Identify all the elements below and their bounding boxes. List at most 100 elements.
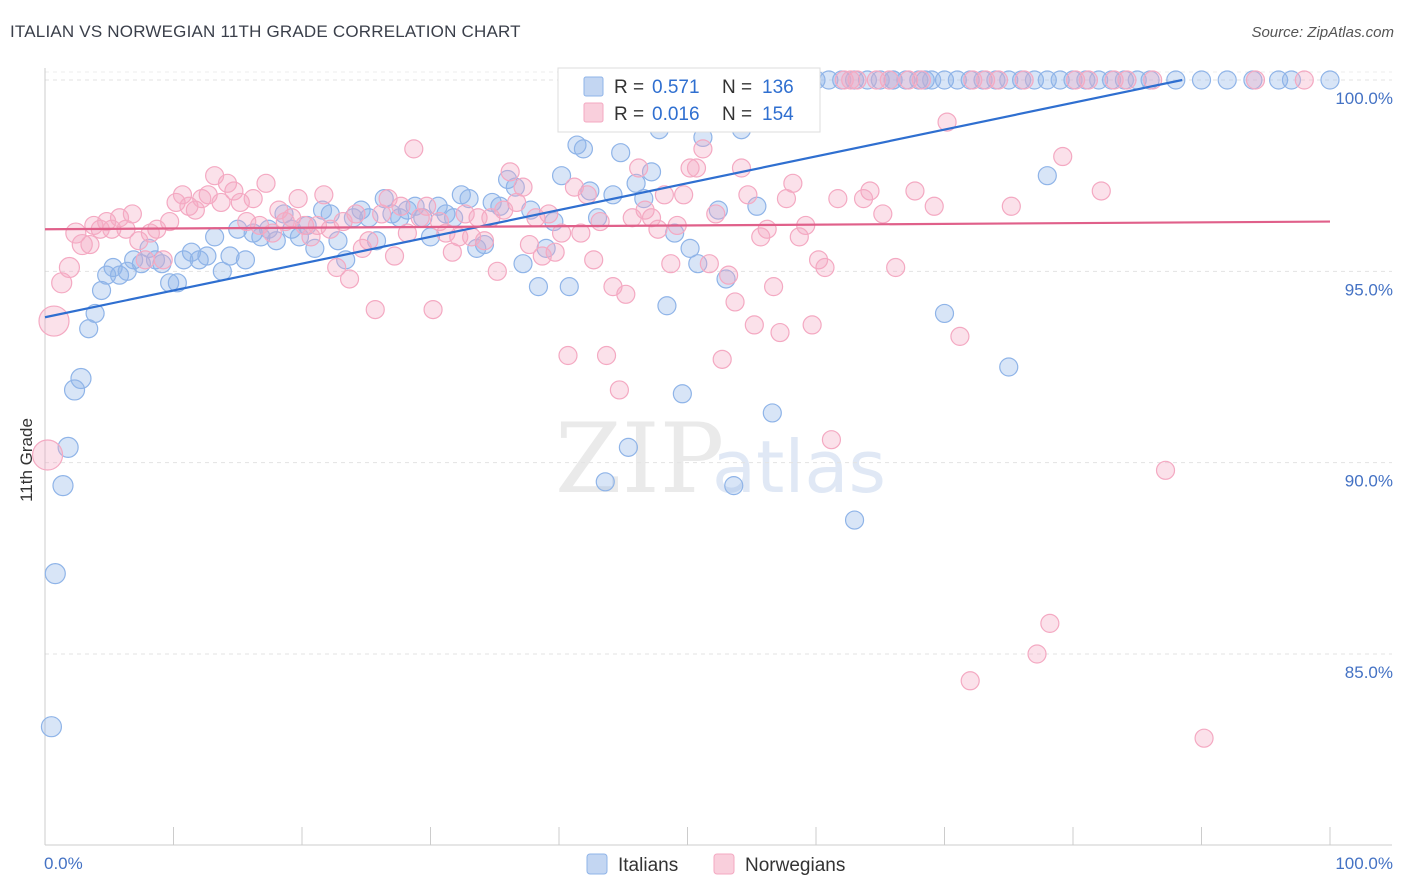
norwegian-point-122 <box>821 430 842 450</box>
norwegian-point-132 <box>886 257 906 278</box>
italian-point-20 <box>174 250 194 270</box>
watermark: ZIP atlas <box>555 403 886 515</box>
norwegian-point-5 <box>71 233 93 256</box>
series-norwegians-points <box>31 70 1314 748</box>
legend-n-label-italians: N = <box>722 77 752 98</box>
norwegian-point-3 <box>58 256 81 279</box>
norwegian-point-77 <box>532 246 552 266</box>
norwegian-point-11 <box>109 208 130 228</box>
italian-point-124 <box>1191 70 1212 90</box>
italian-point-43 <box>351 200 371 220</box>
norwegian-point-89 <box>609 380 629 400</box>
italian-point-130 <box>844 510 865 530</box>
watermark-zip: ZIP <box>555 403 724 515</box>
italian-point-0 <box>40 716 63 738</box>
italian-point-63 <box>505 177 525 197</box>
italian-point-86 <box>680 238 700 258</box>
italian-point-133 <box>1037 166 1057 186</box>
italian-point-125 <box>1217 70 1237 90</box>
norwegian-point-51 <box>365 300 385 320</box>
norwegian-point-117 <box>789 227 809 247</box>
norwegian-point-75 <box>519 234 540 255</box>
italian-point-79 <box>626 173 646 193</box>
norwegian-point-119 <box>802 315 822 335</box>
norwegian-point-45 <box>327 257 347 278</box>
legend-r-label-norwegians: R = <box>614 104 644 125</box>
norwegian-point-57 <box>404 139 424 159</box>
italian-point-70 <box>559 277 579 297</box>
italian-point-64 <box>513 254 533 274</box>
norwegian-point-120 <box>808 250 829 270</box>
legend-r-label-italians: R = <box>614 77 644 98</box>
norwegian-point-96 <box>654 185 674 205</box>
norwegian-point-55 <box>391 196 411 216</box>
norwegian-point-97 <box>661 254 681 274</box>
norwegian-point-131 <box>879 70 899 90</box>
italian-point-134 <box>1024 70 1045 90</box>
italian-point-78 <box>618 437 638 457</box>
y-tick-label-2: 90.0% <box>1345 472 1393 491</box>
italian-point-28 <box>235 250 256 270</box>
norwegian-point-2 <box>51 272 73 294</box>
norwegian-point-144 <box>1027 644 1047 664</box>
norwegian-point-121 <box>815 257 835 278</box>
norwegian-point-93 <box>635 200 655 220</box>
norwegian-point-70 <box>487 261 507 281</box>
italian-point-2 <box>52 475 74 497</box>
italian-point-40 <box>328 231 348 251</box>
legend-r-value-norwegians: 0.016 <box>652 104 700 125</box>
italian-point-123 <box>1166 70 1186 90</box>
norwegian-point-14 <box>129 231 149 251</box>
norwegian-point-137 <box>937 112 957 132</box>
norwegian-point-154 <box>1194 728 1214 748</box>
norwegian-point-100 <box>680 158 700 178</box>
legend-swatch-norwegians <box>583 102 604 123</box>
norwegian-point-31 <box>237 211 257 232</box>
italian-point-83 <box>657 296 677 316</box>
norwegian-point-84 <box>577 185 597 205</box>
norwegian-point-92 <box>629 158 649 178</box>
norwegian-point-151 <box>1117 70 1137 90</box>
norwegian-point-34 <box>256 173 276 193</box>
norwegian-point-72 <box>500 162 520 182</box>
norwegian-point-123 <box>828 189 848 209</box>
italian-point-37 <box>305 238 325 258</box>
italian-point-131 <box>934 303 955 324</box>
norwegian-point-94 <box>641 208 662 228</box>
norwegian-point-54 <box>384 246 405 266</box>
norwegian-point-29 <box>224 181 244 201</box>
italian-point-53 <box>428 196 448 216</box>
norwegian-point-136 <box>924 196 944 216</box>
norwegian-point-99 <box>674 185 694 205</box>
norwegian-point-39 <box>288 189 308 209</box>
legend-n-value-norwegians: 154 <box>762 104 794 125</box>
norwegian-point-65 <box>455 204 475 224</box>
norwegian-point-0 <box>31 439 64 471</box>
norwegian-point-127 <box>853 189 874 209</box>
italian-trend-line <box>44 78 1183 319</box>
norwegian-point-113 <box>763 277 784 297</box>
chart-source: Source: ZipAtlas.com <box>1251 24 1394 41</box>
norwegian-point-20 <box>166 192 186 213</box>
norwegian-point-68 <box>474 231 495 251</box>
norwegian-point-95 <box>648 219 668 239</box>
norwegian-point-130 <box>873 204 893 224</box>
norwegian-point-110 <box>744 315 764 335</box>
italian-point-69 <box>551 166 572 186</box>
italian-point-92 <box>724 476 744 496</box>
norwegian-point-109 <box>738 185 758 205</box>
norwegian-point-101 <box>686 158 707 178</box>
norwegian-point-42 <box>307 215 328 236</box>
italian-point-23 <box>197 246 217 266</box>
italian-point-26 <box>220 246 240 266</box>
norwegian-point-102 <box>693 139 713 159</box>
stats-legend: R = 0.571 N = 136 R = 0.016 N = 154 <box>557 67 821 133</box>
italian-point-14 <box>131 254 151 274</box>
norwegian-point-107 <box>725 292 745 312</box>
tick-labels: 100.0% 95.0% 90.0% 85.0% 0.0% 100.0% <box>44 89 1393 873</box>
norwegian-point-105 <box>712 349 732 369</box>
norwegian-point-23 <box>185 200 205 220</box>
italian-point-3 <box>57 436 79 458</box>
norwegian-point-155 <box>1245 70 1266 90</box>
